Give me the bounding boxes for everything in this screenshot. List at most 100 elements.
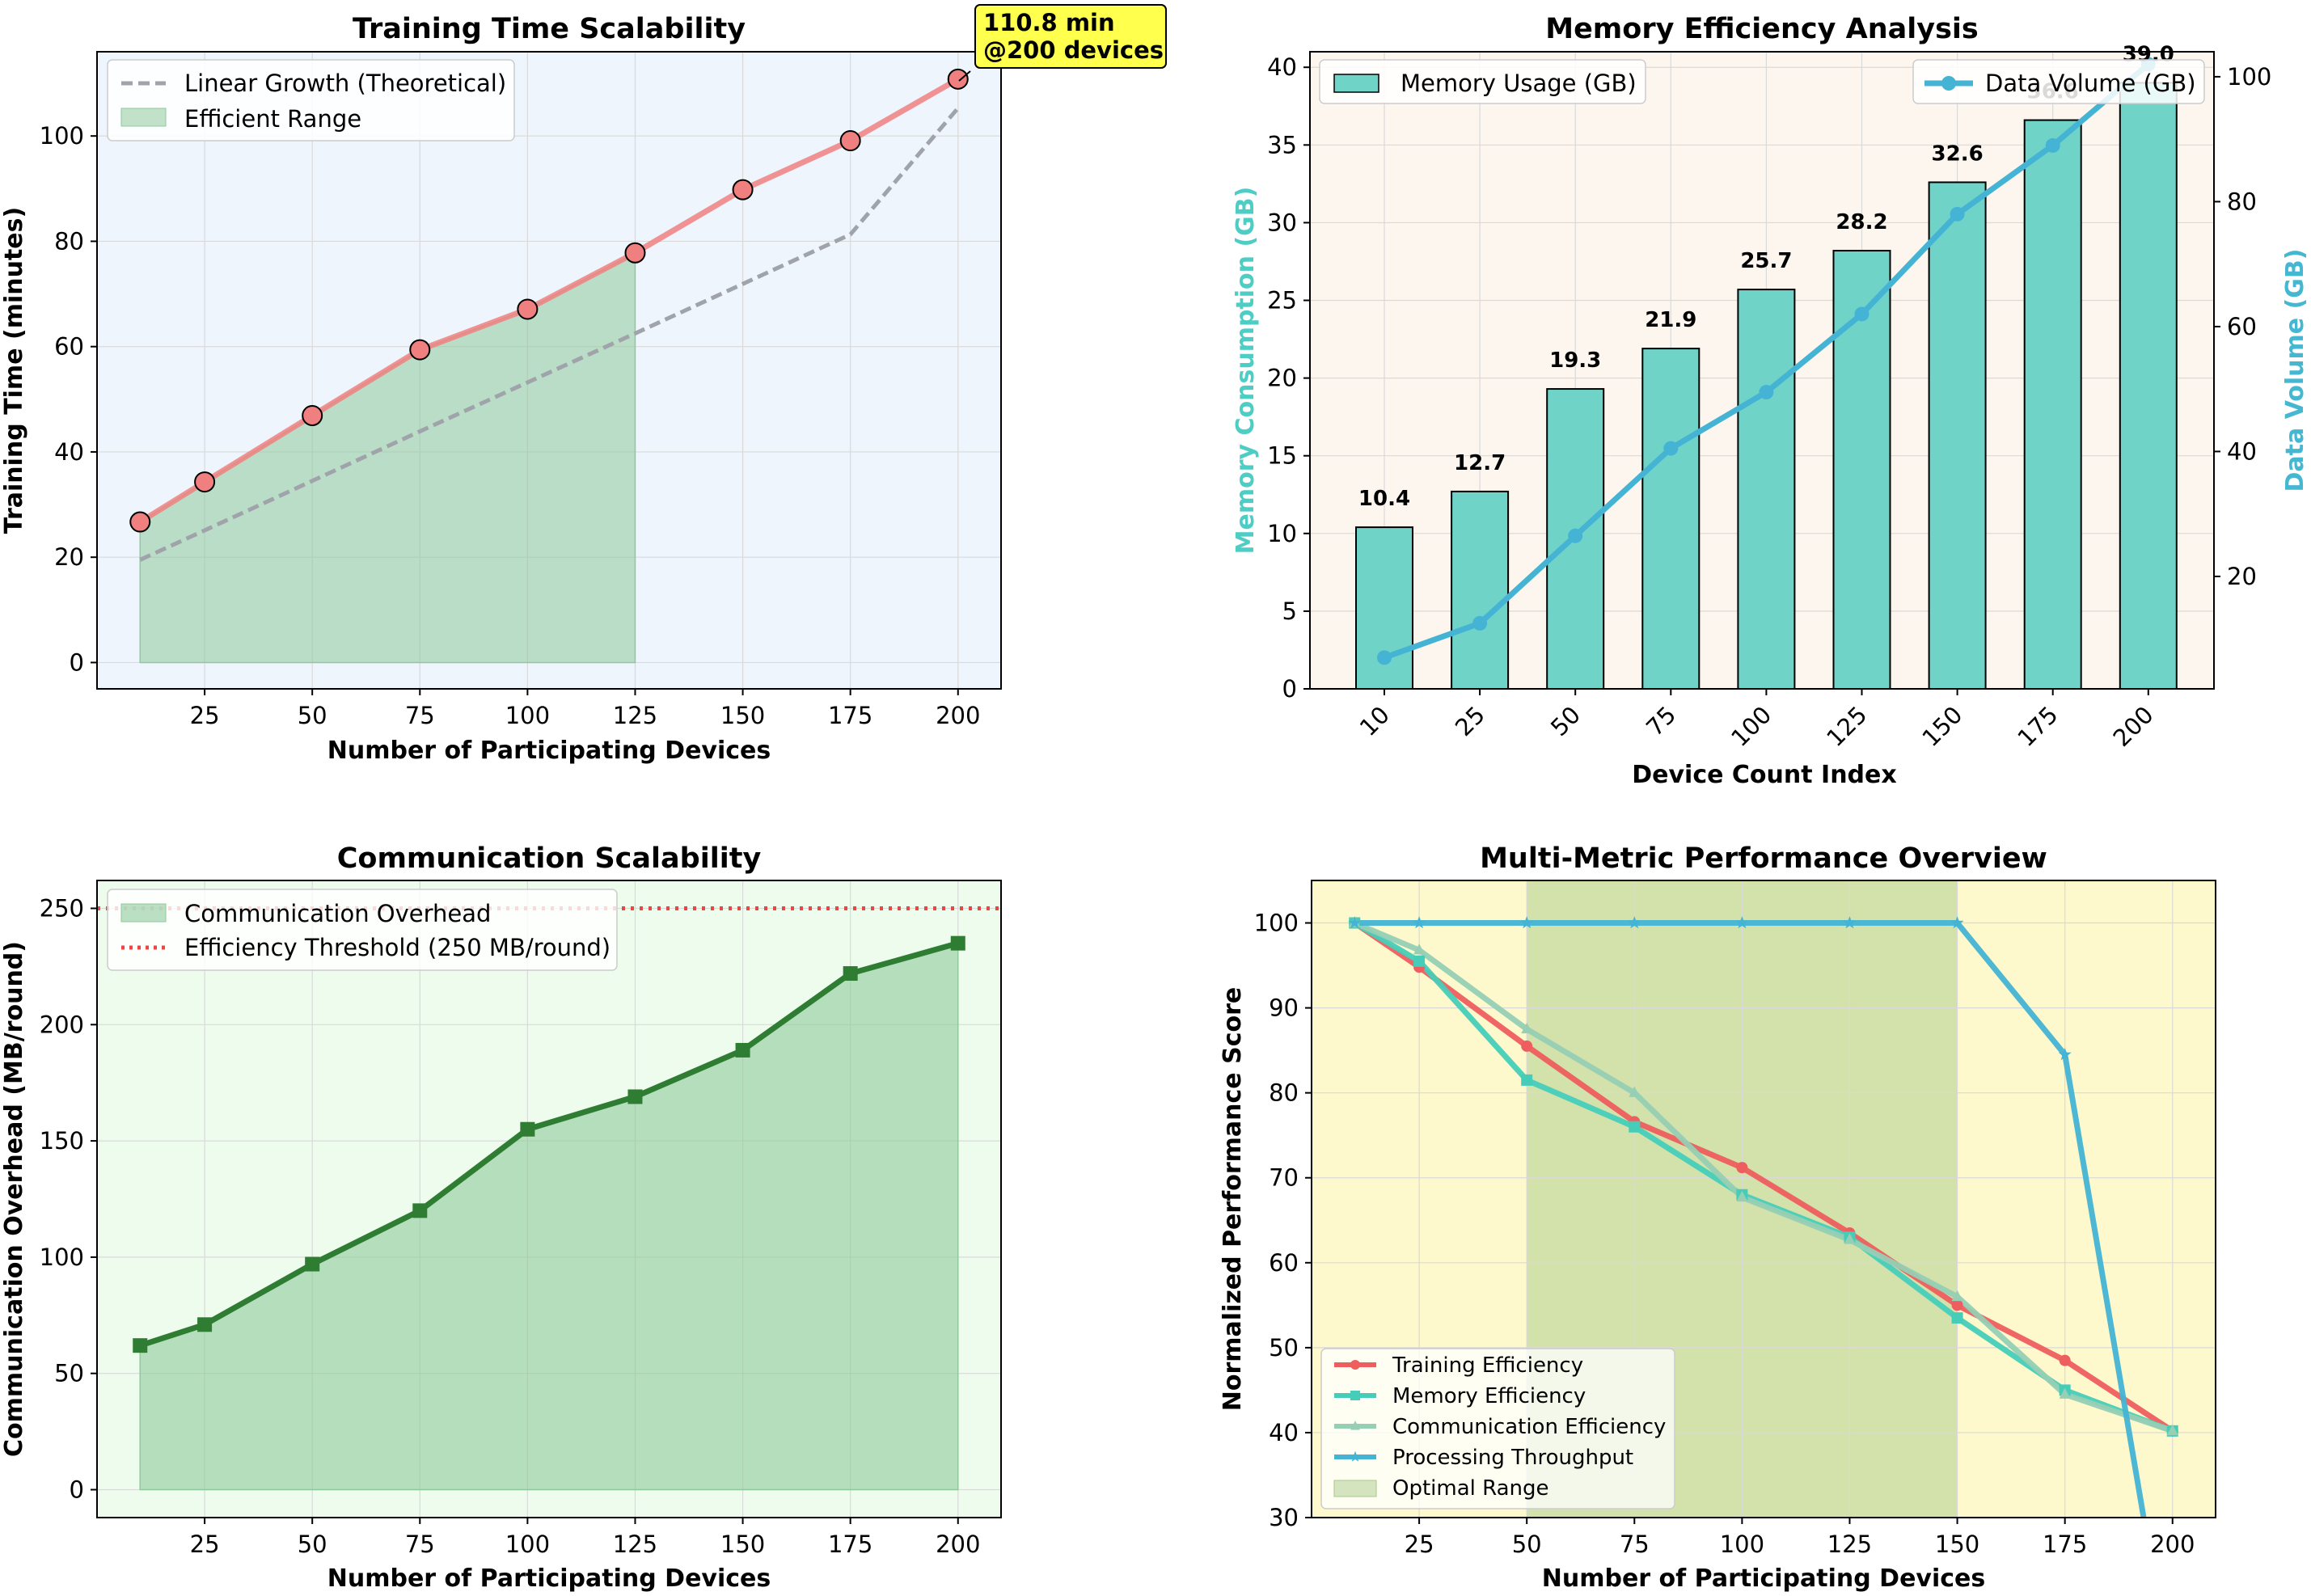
- plot-frame: [96, 880, 1002, 1518]
- chart-title: Memory Efficiency Analysis: [1545, 13, 1979, 45]
- y-right-tick-label: 20: [2227, 563, 2257, 590]
- communication-efficiency-point: [2166, 1424, 2178, 1436]
- y-tick-label: 80: [1269, 1079, 1299, 1107]
- y-tick-label: 40: [54, 438, 84, 466]
- x-tick-label: 150: [1935, 1531, 1979, 1558]
- x-tick-label: 200: [2150, 1531, 2195, 1558]
- y-tick-label: 80: [54, 227, 84, 255]
- memory-efficiency-point: [1413, 955, 1426, 967]
- y-tick-label: 15: [1267, 442, 1297, 470]
- x-tick-label: 175: [828, 1531, 872, 1558]
- training-time-point: [732, 179, 754, 201]
- communication-overhead-point: [843, 966, 858, 982]
- legend-label-linear-growth: Linear Growth (Theoretical): [184, 70, 506, 97]
- training-time-point: [839, 130, 861, 152]
- y-tick-label: 30: [1269, 1504, 1299, 1531]
- data-volume-point: [1759, 385, 1774, 400]
- legend-box: [1320, 1348, 1675, 1509]
- legend-marker-memory-efficiency: [1350, 1391, 1360, 1400]
- bar-data-label: 32.6: [1932, 141, 1984, 166]
- memory-efficiency-panel: 10.412.719.321.925.728.232.636.639.0 102…: [1232, 13, 2309, 789]
- x-tick-label: 125: [613, 1531, 657, 1558]
- legend-label-memory-efficiency: Memory Efficiency: [1392, 1384, 1586, 1408]
- legend-marker-data-volume: [1941, 76, 1956, 91]
- x-tick-label: 75: [1641, 701, 1681, 741]
- x-tick-label: 75: [1620, 1531, 1650, 1558]
- legend-marker-communication-efficiency: [1350, 1421, 1360, 1430]
- processing-throughput-point: [1413, 916, 1426, 929]
- y-tick-label: 150: [40, 1127, 84, 1155]
- y-right-tick-label: 100: [2227, 63, 2271, 91]
- training-time-panel: 25 50 75 100 125 150 175 200 0 20 40 60 80 100 Train…: [0, 4, 1167, 765]
- bar-data-label: 21.9: [1645, 308, 1696, 332]
- legend-swatch-efficient-range: [120, 108, 167, 127]
- y-tick-label: 250: [40, 895, 84, 923]
- y-axis-label: Memory Consumption (GB): [1232, 187, 1260, 555]
- x-tick-label: 125: [1827, 1531, 1872, 1558]
- legend-line: Data Volume (GB): [1912, 59, 2205, 104]
- memory-efficiency-point: [1629, 1121, 1641, 1133]
- legend-label-communication-overhead: Communication Overhead: [184, 900, 491, 927]
- x-tick-label: 50: [298, 1531, 327, 1558]
- y-axis-label: Communication Overhead (MB/round): [0, 941, 28, 1457]
- processing-throughput-point: [1520, 916, 1534, 929]
- legend-box: [107, 889, 618, 971]
- plot-frame: [1309, 51, 2215, 690]
- legend-label-data-volume: Data Volume (GB): [1985, 70, 2196, 97]
- processing-throughput-point: [2058, 1048, 2072, 1061]
- data-volume-point: [2045, 137, 2060, 153]
- y-tick-label: 0: [70, 1476, 84, 1503]
- x-tick-label: 100: [1726, 701, 1777, 752]
- y-tick-label: 100: [1254, 910, 1299, 937]
- communication-efficiency-point: [1951, 1290, 1963, 1302]
- x-tick-label: 25: [1405, 1531, 1434, 1558]
- legend-marker-training-efficiency: [1350, 1360, 1360, 1370]
- x-tick-label: 200: [936, 702, 980, 729]
- training-efficiency-point: [1521, 1040, 1533, 1052]
- training-time-point: [517, 298, 539, 320]
- legend-swatch-optimal-range: [1333, 1480, 1377, 1497]
- y-tick-label: 30: [1267, 209, 1297, 236]
- x-tick-label: 150: [720, 702, 765, 729]
- x-tick-label: 150: [720, 1531, 765, 1558]
- communication-efficiency-point: [1521, 1022, 1533, 1034]
- multi-metric-panel: 25 50 75 100 125 150 175 200 30405060708090100 …: [1219, 842, 2216, 1593]
- communication-efficiency-point: [1736, 1190, 1748, 1202]
- linear-growth-line: [139, 107, 960, 562]
- data-volume-point: [1854, 306, 1870, 322]
- y-tick-label: 0: [1282, 675, 1297, 703]
- legend-bars: Memory Usage (GB): [1319, 59, 1646, 104]
- y-tick-label: 50: [54, 1360, 84, 1387]
- legend-label-efficient-range: Efficient Range: [184, 105, 361, 133]
- communication-overhead-point: [412, 1203, 428, 1218]
- communication-panel: 25 50 75 100 125 150 175 200 0 50 100 150 200 250 Co…: [0, 842, 1002, 1593]
- communication-overhead-point: [950, 935, 965, 951]
- communication-overhead-point: [520, 1121, 535, 1137]
- x-tick-label: 75: [405, 702, 435, 729]
- communication-overhead-point: [627, 1089, 643, 1104]
- training-efficiency-point: [2059, 1354, 2071, 1366]
- memory-efficiency-point: [1951, 1312, 1963, 1324]
- plot-frame: [1311, 880, 2216, 1518]
- data-volume-point: [1663, 441, 1679, 456]
- annotation-arrow: [958, 70, 971, 82]
- x-axis-label: Number of Participating Devices: [327, 1564, 771, 1593]
- x-tick-label: 25: [190, 702, 220, 729]
- communication-overhead-point: [735, 1042, 750, 1058]
- y-tick-label: 10: [1267, 520, 1297, 547]
- y-tick-label: 40: [1269, 1419, 1299, 1446]
- y-tick-label: 100: [40, 1243, 84, 1271]
- memory-usage-bar: [1928, 181, 1987, 690]
- x-tick-label: 125: [1821, 701, 1872, 752]
- annotation-line-1: 110.8 min: [983, 9, 1115, 36]
- y-tick-label: 20: [1267, 365, 1297, 392]
- x-axis-label: Number of Participating Devices: [1542, 1564, 1986, 1593]
- x-tick-label: 25: [190, 1531, 220, 1558]
- training-time-point: [129, 511, 151, 533]
- y-axis-label: Normalized Performance Score: [1219, 987, 1247, 1411]
- x-tick-label: 200: [936, 1531, 980, 1558]
- chart-title: Training Time Scalability: [353, 13, 746, 45]
- processing-throughput-point: [1735, 916, 1749, 929]
- x-axis-label: Number of Participating Devices: [327, 737, 771, 765]
